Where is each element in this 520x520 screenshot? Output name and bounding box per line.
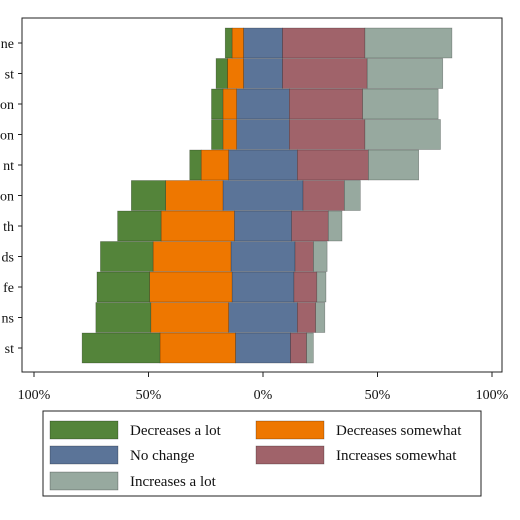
bar-increases-somewhat-4 <box>297 149 369 181</box>
bar-increases-a-lot-7 <box>313 241 328 272</box>
bar-increases-a-lot-4 <box>368 149 420 181</box>
bar-decreases-somewhat-6 <box>160 210 235 242</box>
bar-decreases-somewhat-8 <box>149 271 233 303</box>
bar-no-change-10 <box>235 332 291 364</box>
bar-increases-a-lot-2 <box>362 88 439 120</box>
bar-increases-somewhat-1 <box>282 58 368 89</box>
legend-label: No change <box>130 448 195 464</box>
bar-decreases-somewhat-0 <box>231 27 244 59</box>
bar-increases-a-lot-1 <box>366 58 444 89</box>
bar-increases-somewhat-6 <box>291 210 329 242</box>
bar-no-change-5 <box>222 180 304 211</box>
category-label: st <box>5 342 14 357</box>
bar-decreases-a-lot-4 <box>189 149 202 181</box>
x-tick-label: 0% <box>254 388 273 403</box>
legend-swatch-no-change <box>49 445 119 465</box>
bar-decreases-a-lot-3 <box>211 119 224 150</box>
category-label: on <box>0 190 14 205</box>
bar-decreases-a-lot-2 <box>211 88 224 120</box>
bar-decreases-somewhat-9 <box>150 302 229 333</box>
bar-increases-somewhat-0 <box>282 27 366 59</box>
bar-no-change-2 <box>236 88 290 120</box>
x-axis: 100% 50% 0% 50% 100% <box>18 372 509 403</box>
legend-label: Increases a lot <box>130 474 217 490</box>
bar-decreases-somewhat-2 <box>222 88 237 120</box>
bar-decreases-a-lot-6 <box>117 210 162 242</box>
bar-no-change-1 <box>243 58 283 89</box>
bar-decreases-a-lot-8 <box>96 271 150 303</box>
bar-increases-somewhat-9 <box>297 302 316 333</box>
legend-label: Decreases a lot <box>130 423 222 439</box>
x-tick-label: 50% <box>365 388 391 403</box>
bar-decreases-somewhat-5 <box>165 180 224 211</box>
bar-increases-a-lot-0 <box>364 27 453 59</box>
bar-increases-a-lot-8 <box>316 271 327 303</box>
category-label: on <box>0 98 14 113</box>
bar-no-change-8 <box>231 271 295 303</box>
bar-increases-somewhat-10 <box>290 332 307 364</box>
bar-decreases-a-lot-0 <box>224 27 233 59</box>
bar-increases-a-lot-9 <box>315 302 326 333</box>
bars-group <box>81 27 453 364</box>
bar-increases-somewhat-8 <box>293 271 318 303</box>
category-label: on <box>0 129 14 144</box>
legend-swatch-decreases-a-lot <box>49 420 119 440</box>
bar-decreases-somewhat-3 <box>222 119 237 150</box>
bar-increases-a-lot-5 <box>343 180 361 211</box>
legend-swatch-increases-a-lot <box>49 471 119 491</box>
legend-swatch-increases-somewhat <box>255 445 325 465</box>
legend-swatch-decreases-somewhat <box>255 420 325 440</box>
category-label: ne <box>1 37 14 52</box>
bar-decreases-a-lot-9 <box>95 302 152 333</box>
category-labels: ne st on on nt on th ds fe ns st <box>0 37 22 357</box>
category-label: ds <box>2 251 14 266</box>
x-tick-label: 100% <box>476 388 509 403</box>
bar-increases-a-lot-6 <box>327 210 343 242</box>
bar-decreases-somewhat-10 <box>159 332 236 364</box>
bar-increases-a-lot-10 <box>306 332 314 364</box>
bar-decreases-a-lot-1 <box>215 58 228 89</box>
category-label: fe <box>3 281 14 296</box>
bar-increases-somewhat-7 <box>294 241 314 272</box>
bar-no-change-4 <box>228 149 298 181</box>
bar-increases-somewhat-3 <box>289 119 366 150</box>
bar-no-change-0 <box>243 27 283 59</box>
legend: Decreases a lot Decreases somewhat No chan… <box>42 410 482 497</box>
legend-label: Decreases somewhat <box>336 423 462 439</box>
bar-decreases-somewhat-4 <box>200 149 229 181</box>
bar-increases-a-lot-3 <box>364 119 441 150</box>
category-label: nt <box>3 159 14 174</box>
bar-no-change-7 <box>230 241 296 272</box>
bar-increases-somewhat-2 <box>289 88 363 120</box>
bar-decreases-a-lot-10 <box>81 332 161 364</box>
category-label: th <box>3 220 14 235</box>
category-label: ns <box>2 312 14 327</box>
x-tick-label: 50% <box>136 388 162 403</box>
legend-label: Increases somewhat <box>336 448 457 464</box>
bar-decreases-a-lot-7 <box>100 241 154 272</box>
x-tick-label: 100% <box>18 388 51 403</box>
category-label: st <box>5 68 14 83</box>
bar-decreases-a-lot-5 <box>131 180 166 211</box>
bar-decreases-somewhat-1 <box>227 58 244 89</box>
bar-no-change-9 <box>228 302 298 333</box>
bar-decreases-somewhat-7 <box>152 241 232 272</box>
bar-no-change-6 <box>234 210 292 242</box>
bar-no-change-3 <box>236 119 290 150</box>
bar-increases-somewhat-5 <box>302 180 345 211</box>
